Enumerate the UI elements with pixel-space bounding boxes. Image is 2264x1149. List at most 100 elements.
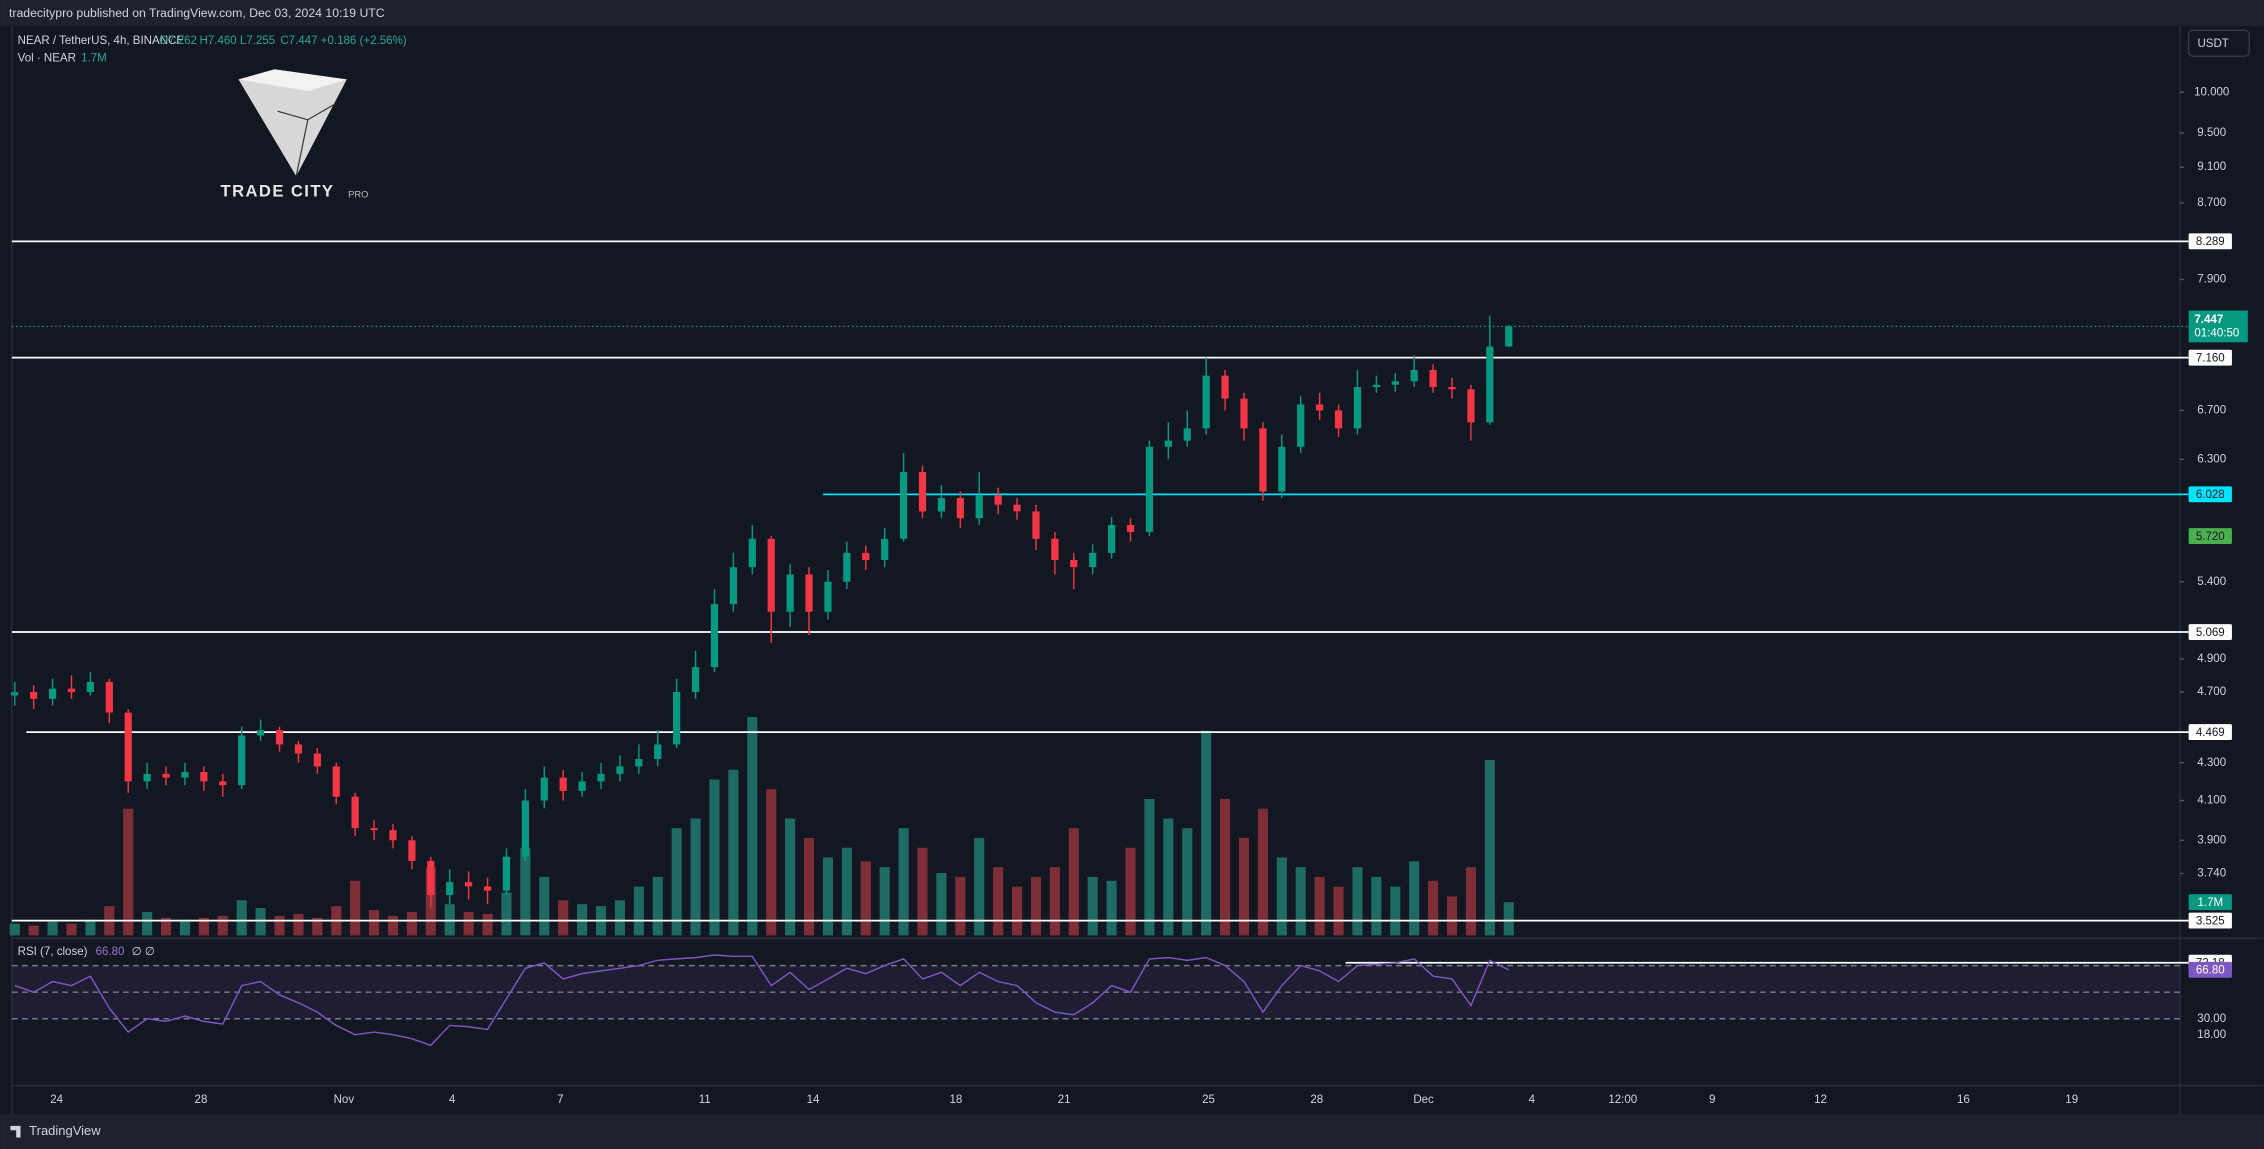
volume-bar xyxy=(236,900,247,936)
volume-bar xyxy=(1446,896,1458,936)
candle-body xyxy=(578,781,586,791)
candle-body xyxy=(729,567,737,605)
x-tick-label: 28 xyxy=(195,1094,208,1106)
volume-bar xyxy=(936,873,947,936)
vol-value: 1.7M xyxy=(81,53,107,65)
volume-bar xyxy=(1484,759,1495,936)
volume-bar xyxy=(917,847,928,936)
volume-bar xyxy=(274,915,285,936)
volume-bar xyxy=(160,917,172,936)
candle-body xyxy=(67,688,76,693)
candle-body xyxy=(1183,428,1191,441)
top-bar xyxy=(0,0,2264,26)
y-tick-label: 6.700 xyxy=(2197,404,2226,416)
candle-body xyxy=(1089,552,1097,568)
candle-body xyxy=(691,667,700,693)
candle-body xyxy=(275,730,284,745)
candle-body xyxy=(294,744,303,754)
candle-body xyxy=(862,552,870,560)
candle-body xyxy=(1353,387,1362,429)
volume-bar xyxy=(123,808,134,936)
y-tick-label: 9.100 xyxy=(2197,161,2226,173)
volume-bar xyxy=(822,857,833,936)
ohlc-value: H7.460 xyxy=(200,35,237,47)
volume-bar xyxy=(1220,798,1231,936)
candle-body xyxy=(124,712,132,782)
volume-bar xyxy=(1238,837,1250,936)
candle-body xyxy=(540,777,548,801)
y-tick-label: 6.300 xyxy=(2197,453,2226,465)
candle-body xyxy=(1391,381,1399,385)
x-tick-label: 4 xyxy=(449,1094,456,1106)
y-tick-label: 5.400 xyxy=(2197,576,2226,588)
currency[interactable]: USDT xyxy=(2197,38,2228,50)
candle-body xyxy=(881,538,889,560)
ohlc-value: +0.186 (+2.56%) xyxy=(321,35,407,47)
level-box xyxy=(2188,349,2232,366)
volume-bar xyxy=(28,925,39,936)
candle-body xyxy=(1372,384,1380,388)
candle-body xyxy=(200,771,208,782)
volume-bar xyxy=(879,867,890,936)
y-tick-label: 4.300 xyxy=(2197,757,2226,769)
volume-bar xyxy=(652,876,663,936)
volume-box xyxy=(2188,894,2232,911)
candle-body xyxy=(181,771,189,778)
candle-body xyxy=(786,574,794,612)
candle-body xyxy=(654,744,662,760)
candle-body xyxy=(1164,440,1172,447)
volume-bar xyxy=(1106,880,1117,936)
candle-body xyxy=(1070,559,1078,568)
ohlc-value: C7.447 xyxy=(280,35,317,47)
volume-bar xyxy=(1333,886,1344,936)
volume-bar xyxy=(766,789,777,936)
volume-bar xyxy=(520,847,531,936)
candle-body xyxy=(446,882,454,896)
volume-bar xyxy=(671,828,682,936)
volume-bar xyxy=(803,837,815,936)
volume-bar xyxy=(709,779,720,936)
candle-body xyxy=(673,692,681,745)
candle-body xyxy=(918,472,927,512)
candle-body xyxy=(162,773,170,778)
candle-body xyxy=(1278,446,1286,492)
volume-bar xyxy=(1409,861,1420,936)
y-tick-label: 8.700 xyxy=(2197,197,2226,209)
volume-bar xyxy=(47,921,58,936)
candle-body xyxy=(30,692,38,699)
currency-button[interactable] xyxy=(2187,29,2250,58)
candle-body xyxy=(408,840,416,861)
x-tick-label: 24 xyxy=(50,1094,63,1106)
volume-bar xyxy=(993,867,1004,936)
candle-body xyxy=(748,538,756,568)
candle-body xyxy=(1145,446,1154,532)
level-label: 3.525 xyxy=(2196,915,2225,927)
last-price-box xyxy=(2188,310,2248,343)
volume-bar xyxy=(179,919,191,936)
x-tick-label: 18 xyxy=(949,1094,962,1106)
volume-bar xyxy=(1352,867,1363,936)
candle-body xyxy=(86,681,95,693)
volume-bar xyxy=(1428,880,1439,936)
candle-body xyxy=(1429,369,1437,388)
volume-bar xyxy=(690,818,701,936)
x-tick-label: 21 xyxy=(1058,1094,1071,1106)
volume-bar xyxy=(955,876,966,936)
volume-bar xyxy=(1144,798,1155,936)
volume-bar xyxy=(1503,902,1514,936)
y-tick-label: 10.000 xyxy=(2194,86,2229,98)
ohlc-value: O7.262 xyxy=(159,35,197,47)
logo-name: TRADE CITY xyxy=(221,181,335,200)
x-tick-label: 14 xyxy=(807,1094,820,1106)
level-box xyxy=(2188,486,2232,503)
candle-body xyxy=(1297,404,1305,447)
volume-bar xyxy=(1276,857,1287,936)
logo-top xyxy=(238,69,347,91)
candle-body xyxy=(502,856,511,891)
volume-bar xyxy=(841,847,852,936)
x-tick-label: 11 xyxy=(699,1094,711,1106)
volume-bar xyxy=(1087,876,1098,936)
volume-bar xyxy=(898,828,909,936)
candle-body xyxy=(219,781,227,786)
candle-body xyxy=(1334,410,1343,429)
